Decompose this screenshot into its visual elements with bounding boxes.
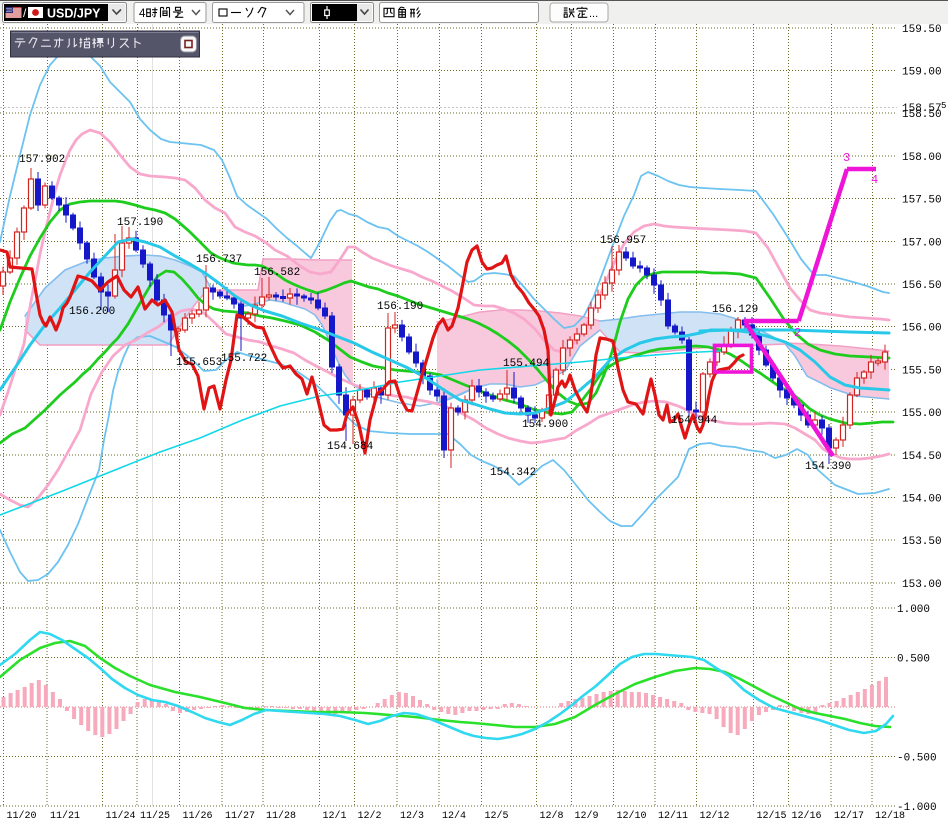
svg-text:11/28: 11/28 — [266, 810, 296, 822]
svg-text:155.722: 155.722 — [221, 353, 267, 365]
svg-text:11/26: 11/26 — [183, 810, 213, 822]
svg-text:12/1: 12/1 — [323, 810, 347, 822]
svg-text:154.342: 154.342 — [490, 467, 536, 479]
svg-text:156.582: 156.582 — [254, 267, 300, 279]
svg-text:5: 5 — [941, 101, 946, 111]
svg-text:158.00: 158.00 — [902, 152, 942, 164]
svg-text:154.00: 154.00 — [902, 494, 942, 506]
svg-text:154.900: 154.900 — [522, 419, 568, 431]
svg-text:153.50: 153.50 — [902, 536, 942, 548]
svg-text:156.957: 156.957 — [600, 235, 646, 247]
svg-text:11/21: 11/21 — [50, 810, 80, 822]
svg-text:12/11: 12/11 — [658, 810, 688, 822]
svg-text:154.944: 154.944 — [671, 415, 718, 427]
svg-text:155.50: 155.50 — [902, 365, 942, 377]
svg-text:153.00: 153.00 — [902, 579, 942, 591]
svg-text:12/10: 12/10 — [617, 810, 647, 822]
svg-text:158.57: 158.57 — [902, 103, 942, 115]
svg-text:157.902: 157.902 — [19, 154, 65, 166]
svg-text:154.390: 154.390 — [805, 461, 851, 473]
svg-text:159.00: 159.00 — [902, 67, 942, 79]
svg-text:157.190: 157.190 — [117, 217, 163, 229]
svg-text:USD/JPY: USD/JPY — [47, 7, 101, 21]
svg-text:12/16: 12/16 — [792, 810, 822, 822]
svg-text:156.737: 156.737 — [196, 254, 242, 266]
svg-text:3: 3 — [843, 151, 850, 165]
svg-text:12/9: 12/9 — [575, 810, 599, 822]
svg-text:12/8: 12/8 — [540, 810, 564, 822]
svg-text:11/24: 11/24 — [106, 810, 136, 822]
svg-text:...: ... — [589, 8, 598, 20]
svg-text:12/18: 12/18 — [875, 810, 905, 822]
svg-text:156.190: 156.190 — [377, 301, 423, 313]
svg-text:12/5: 12/5 — [485, 810, 509, 822]
svg-text:0.500: 0.500 — [897, 654, 930, 666]
svg-text:157.50: 157.50 — [902, 195, 942, 207]
svg-text:157.00: 157.00 — [902, 237, 942, 249]
svg-text:/: / — [23, 6, 27, 20]
svg-text:12/4: 12/4 — [442, 810, 466, 822]
svg-text:12/15: 12/15 — [757, 810, 787, 822]
svg-text:-1.000: -1.000 — [897, 802, 937, 814]
svg-text:12/17: 12/17 — [834, 810, 864, 822]
svg-text:156.50: 156.50 — [902, 280, 942, 292]
svg-text:11/20: 11/20 — [7, 810, 37, 822]
svg-text:1.000: 1.000 — [897, 604, 930, 616]
svg-text:12/2: 12/2 — [358, 810, 382, 822]
svg-text:159.50: 159.50 — [902, 24, 942, 36]
svg-text:154.50: 154.50 — [902, 451, 942, 463]
svg-text:12/3: 12/3 — [400, 810, 424, 822]
svg-text:2: 2 — [794, 326, 801, 340]
svg-text:155.00: 155.00 — [902, 408, 942, 420]
svg-text:155.494: 155.494 — [503, 358, 550, 370]
svg-text:155.653: 155.653 — [176, 357, 222, 369]
svg-text:12/12: 12/12 — [700, 810, 730, 822]
svg-text:-0.500: -0.500 — [897, 753, 937, 765]
svg-text:156.00: 156.00 — [902, 323, 942, 335]
svg-text:156.129: 156.129 — [712, 304, 758, 316]
svg-text:156.200: 156.200 — [69, 306, 115, 318]
svg-text:4: 4 — [139, 8, 146, 20]
svg-text:11/27: 11/27 — [225, 810, 255, 822]
svg-text:4: 4 — [871, 173, 878, 187]
svg-text:11/25: 11/25 — [140, 810, 170, 822]
svg-text:154.684: 154.684 — [327, 441, 374, 453]
svg-text:158.50: 158.50 — [902, 109, 942, 121]
